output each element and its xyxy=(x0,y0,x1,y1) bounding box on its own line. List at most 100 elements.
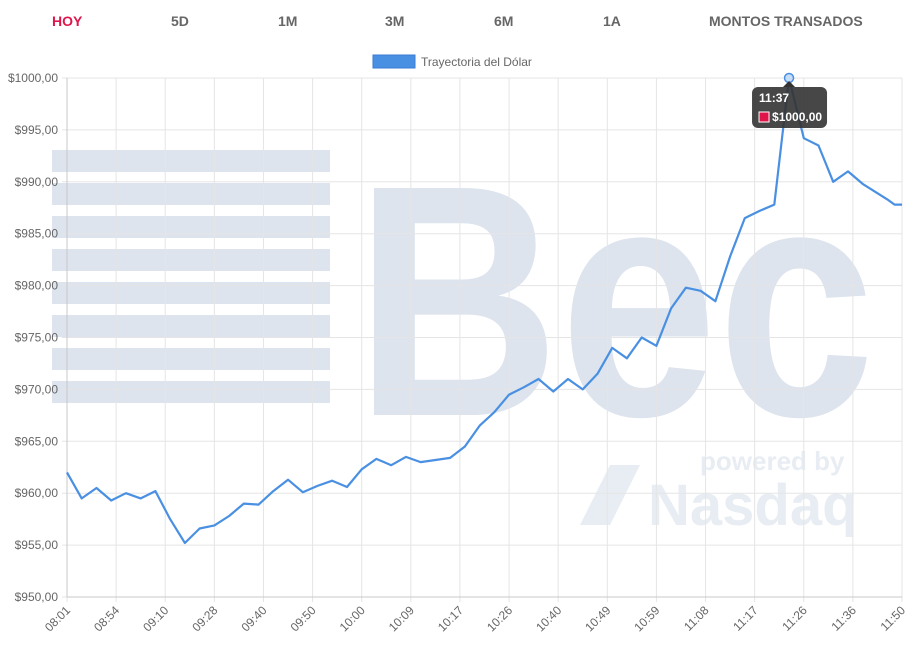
data-point[interactable] xyxy=(830,179,836,185)
data-point[interactable] xyxy=(241,501,247,507)
y-tick-label: $975,00 xyxy=(15,331,59,345)
data-point[interactable] xyxy=(167,516,173,522)
data-point[interactable] xyxy=(727,254,733,260)
watermark-stripe xyxy=(52,216,330,238)
data-point[interactable] xyxy=(93,485,99,491)
data-point[interactable] xyxy=(771,202,777,208)
data-point[interactable] xyxy=(108,497,114,503)
data-point[interactable] xyxy=(884,196,890,202)
data-point[interactable] xyxy=(506,392,512,398)
data-point[interactable] xyxy=(816,142,822,148)
data-point[interactable] xyxy=(226,513,232,519)
watermark-stripe xyxy=(52,183,330,205)
data-point[interactable] xyxy=(300,489,306,495)
data-point[interactable] xyxy=(712,298,718,304)
y-tick-label: $970,00 xyxy=(15,382,59,396)
data-point[interactable] xyxy=(315,483,321,489)
watermark-stripe xyxy=(52,282,330,304)
data-point[interactable] xyxy=(742,215,748,221)
tooltip-box xyxy=(752,87,828,128)
x-tick-label: 11:08 xyxy=(681,603,712,634)
data-point[interactable] xyxy=(491,409,497,415)
data-point[interactable] xyxy=(845,168,851,174)
x-tick-label: 11:36 xyxy=(828,603,859,634)
data-point[interactable] xyxy=(624,355,630,361)
data-point[interactable] xyxy=(698,288,704,294)
data-point[interactable] xyxy=(565,376,571,382)
data-point[interactable] xyxy=(594,371,600,377)
data-point[interactable] xyxy=(683,285,689,291)
data-point[interactable] xyxy=(609,345,615,351)
data-point[interactable] xyxy=(285,477,291,483)
x-tick-label: 09:10 xyxy=(140,603,171,634)
data-point[interactable] xyxy=(403,454,409,460)
data-point[interactable] xyxy=(270,488,276,494)
y-tick-label: $980,00 xyxy=(15,279,59,293)
x-tick-label: 10:40 xyxy=(533,603,564,634)
data-point[interactable] xyxy=(64,469,70,475)
data-point[interactable] xyxy=(388,462,394,468)
tab-3m[interactable]: 3M xyxy=(385,13,405,29)
chart-grid xyxy=(62,77,903,602)
data-point[interactable] xyxy=(550,388,556,394)
series-line-trayectoria[interactable] xyxy=(66,76,902,545)
watermark-brand-text: Bec xyxy=(355,116,875,485)
chart-legend[interactable]: Trayectoria del Dólar xyxy=(372,54,532,69)
y-tick-label: $1000,00 xyxy=(8,71,58,85)
x-tick-label: 09:28 xyxy=(189,603,220,634)
data-point[interactable] xyxy=(521,384,527,390)
y-tick-label: $985,00 xyxy=(15,227,59,241)
x-tick-label: 10:17 xyxy=(435,603,466,634)
data-point[interactable] xyxy=(801,135,807,141)
tab-hoy[interactable]: HOY xyxy=(52,13,83,29)
data-point[interactable] xyxy=(256,502,262,508)
data-point[interactable] xyxy=(359,466,365,472)
x-tick-label: 08:54 xyxy=(91,603,122,634)
tab-1m[interactable]: 1M xyxy=(278,13,298,29)
data-point[interactable] xyxy=(138,495,144,501)
data-point[interactable] xyxy=(899,202,905,208)
data-point[interactable] xyxy=(580,386,586,392)
tab-6m[interactable]: 6M xyxy=(494,13,514,29)
y-tick-label: $995,00 xyxy=(15,123,59,137)
x-tick-label: 11:50 xyxy=(878,603,909,634)
data-point[interactable] xyxy=(477,423,483,429)
data-point[interactable] xyxy=(757,208,763,214)
data-point[interactable] xyxy=(152,488,158,494)
legend-label[interactable]: Trayectoria del Dólar xyxy=(421,55,532,69)
data-point[interactable] xyxy=(197,525,203,531)
data-point[interactable] xyxy=(418,459,424,465)
y-tick-label: $955,00 xyxy=(15,538,59,552)
data-point[interactable] xyxy=(123,490,129,496)
x-tick-label: 10:09 xyxy=(386,603,417,634)
data-point[interactable] xyxy=(79,495,85,501)
data-point[interactable] xyxy=(182,540,188,546)
x-tick-label: 09:40 xyxy=(238,603,269,634)
watermark-powered-text: powered by xyxy=(700,446,845,476)
data-point[interactable] xyxy=(639,335,645,341)
x-axis: 08:01 08:54 09:10 09:28 09:40 09:50 10:00 10:09… xyxy=(42,603,908,634)
data-point[interactable] xyxy=(462,443,468,449)
tooltip-value: $1000,00 xyxy=(772,110,822,124)
legend-swatch[interactable] xyxy=(372,54,416,69)
x-tick-label: 10:49 xyxy=(582,603,613,634)
tab-montos-transados[interactable]: MONTOS TRANSADOS xyxy=(709,13,863,29)
data-point[interactable] xyxy=(344,484,350,490)
data-point[interactable] xyxy=(874,190,880,196)
data-point[interactable] xyxy=(653,343,659,349)
data-point[interactable] xyxy=(447,455,453,461)
x-tick-label: 11:17 xyxy=(730,603,761,634)
chart-tooltip: 11:37 $1000,00 xyxy=(752,72,828,128)
tab-5d[interactable]: 5D xyxy=(171,13,189,29)
data-point[interactable] xyxy=(536,376,542,382)
data-point[interactable] xyxy=(329,478,335,484)
data-point[interactable] xyxy=(892,202,898,208)
data-point[interactable] xyxy=(668,305,674,311)
data-point[interactable] xyxy=(373,456,379,462)
watermark-stripe xyxy=(52,381,330,403)
tab-1a[interactable]: 1A xyxy=(603,13,621,29)
data-point[interactable] xyxy=(432,457,438,463)
data-point[interactable] xyxy=(211,522,217,528)
tooltip-time: 11:37 xyxy=(759,91,789,105)
data-point[interactable] xyxy=(860,181,866,187)
